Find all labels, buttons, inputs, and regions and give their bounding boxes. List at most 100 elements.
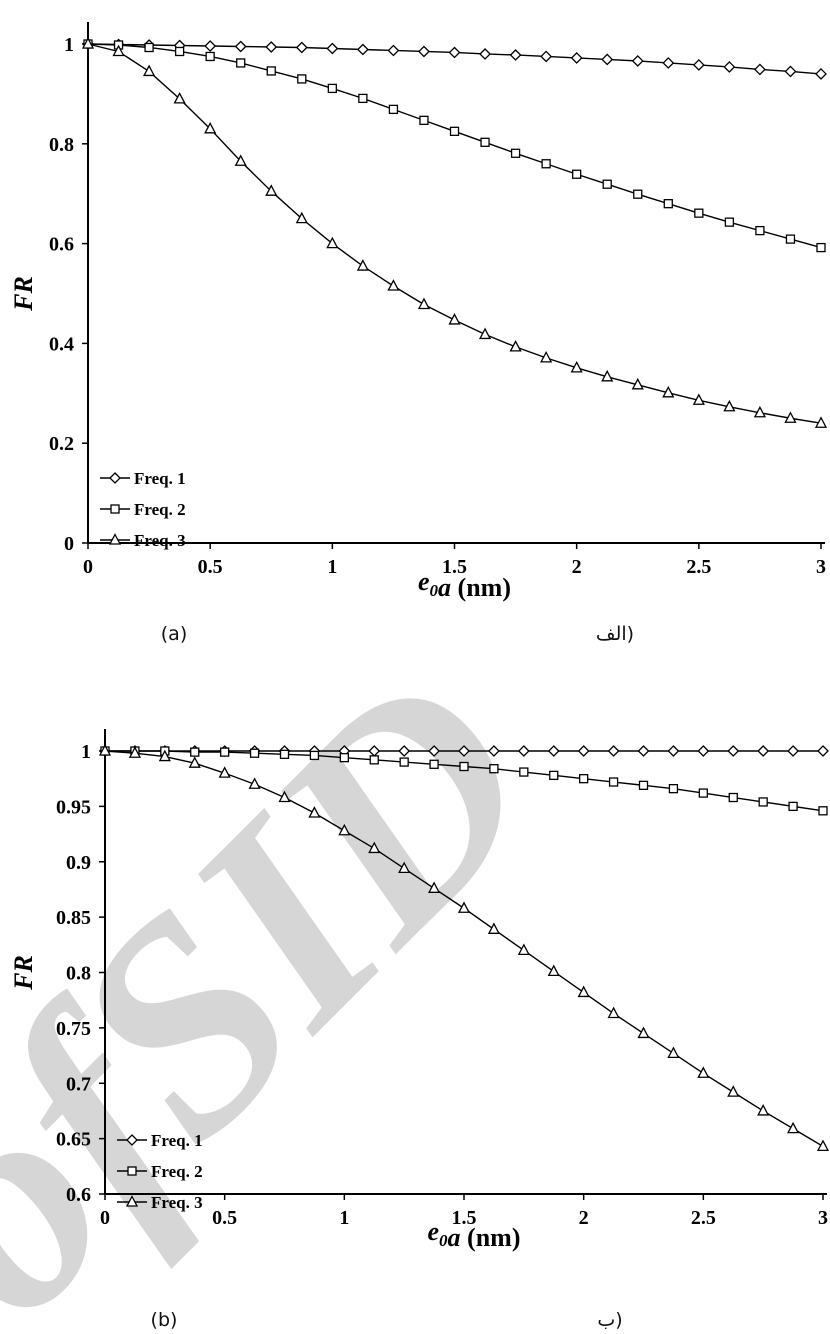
legend-label: Freq. 3 <box>151 1193 203 1212</box>
legend-label: Freq. 3 <box>134 531 186 550</box>
series-3 <box>98 744 830 1152</box>
data-point <box>727 1085 740 1097</box>
data-point <box>358 93 368 104</box>
y-tick-label: 0.2 <box>49 433 74 455</box>
data-point <box>429 759 439 769</box>
data-point <box>814 416 828 428</box>
series-2 <box>100 746 828 816</box>
data-point <box>448 313 461 325</box>
data-point <box>668 784 679 794</box>
x-axis-title: e0a (nm) <box>428 1217 521 1252</box>
legend: Freq. 1 Freq. 2 Freq. 3 <box>100 469 186 550</box>
data-point <box>308 806 321 818</box>
data-point <box>788 801 798 812</box>
data-point <box>601 369 614 382</box>
data-point <box>510 148 521 158</box>
x-axis-title-part: e <box>418 567 430 596</box>
data-point <box>204 121 217 134</box>
data-point <box>236 58 246 68</box>
data-point <box>549 770 559 781</box>
x-tick-label: 0 <box>83 556 93 578</box>
series-1 <box>82 38 827 80</box>
data-point <box>128 746 141 758</box>
data-point <box>570 360 583 373</box>
data-point <box>785 234 796 244</box>
data-point <box>398 861 411 874</box>
data-point <box>309 750 320 761</box>
data-point <box>489 764 499 774</box>
data-point <box>607 1006 620 1019</box>
x-tick-label: 1 <box>339 1207 349 1229</box>
data-point <box>633 189 643 199</box>
data-point <box>487 745 500 757</box>
data-point <box>579 774 589 784</box>
legend-item: Freq. 2 <box>100 500 186 519</box>
data-point <box>478 327 492 340</box>
legend-marker <box>110 504 120 514</box>
y-tick-label: 1 <box>81 741 91 763</box>
y-tick-label: 0.4 <box>49 333 74 355</box>
data-point <box>540 50 553 63</box>
data-point <box>417 297 431 310</box>
series-3 <box>81 37 828 428</box>
data-point <box>387 44 400 57</box>
data-point <box>98 744 112 756</box>
data-point <box>757 745 770 757</box>
data-point <box>817 745 829 757</box>
x-axis-title-subscript: 0 <box>439 1231 448 1250</box>
data-point <box>692 393 705 405</box>
data-point <box>540 350 553 363</box>
data-point <box>173 91 186 104</box>
data-point <box>723 61 736 73</box>
x-axis-title-var: a <box>438 573 451 602</box>
data-point <box>572 169 582 179</box>
data-point <box>601 53 614 66</box>
data-point <box>234 40 247 53</box>
legend-item: Freq. 1 <box>117 1131 203 1150</box>
data-point <box>388 104 399 115</box>
data-point <box>608 777 619 787</box>
data-point <box>784 65 797 78</box>
x-tick-label: 0 <box>100 1207 110 1229</box>
data-point <box>570 52 583 64</box>
y-tick-label: 1 <box>64 34 74 56</box>
data-point <box>459 761 469 772</box>
data-point <box>755 225 765 236</box>
data-point <box>487 922 500 934</box>
caption-right: (ب <box>597 1309 622 1331</box>
x-axis-title-unit: (nm) <box>461 1223 521 1252</box>
legend-item: Freq. 1 <box>100 469 186 488</box>
data-point <box>541 159 551 169</box>
legend-marker <box>108 533 122 545</box>
data-point <box>368 841 381 854</box>
data-point <box>356 43 369 56</box>
data-point <box>753 63 766 76</box>
data-point <box>698 788 708 798</box>
y-tick-label: 0.6 <box>49 234 74 256</box>
data-point <box>816 1139 830 1152</box>
data-point <box>190 747 200 757</box>
x-tick-label: 3 <box>818 1207 828 1229</box>
x-tick-label: 2.5 <box>686 556 711 578</box>
data-point <box>112 44 125 57</box>
x-axis-title-part: e <box>428 1217 440 1246</box>
data-point <box>577 745 590 757</box>
data-point <box>787 745 800 757</box>
x-axis-title-subscript: 0 <box>430 581 439 600</box>
y-tick-label: 0.8 <box>49 134 74 156</box>
x-tick-label: 0.5 <box>212 1207 237 1229</box>
data-point <box>694 208 704 218</box>
data-point <box>144 42 154 53</box>
data-point <box>480 137 490 147</box>
data-point <box>816 242 826 253</box>
y-tick-label: 0.6 <box>66 1184 91 1206</box>
y-tick-label: 0.85 <box>56 907 91 929</box>
series-line <box>87 43 822 424</box>
x-tick-label: 1 <box>327 556 337 578</box>
data-point <box>204 40 217 52</box>
data-point <box>327 83 337 94</box>
data-point <box>509 49 522 61</box>
y-tick-label: 0.7 <box>66 1073 91 1095</box>
data-point <box>723 399 736 412</box>
